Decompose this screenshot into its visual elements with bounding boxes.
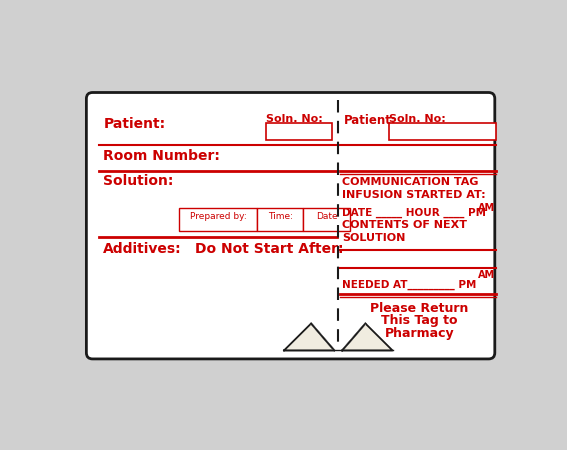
- Text: Patient:: Patient:: [103, 117, 166, 131]
- Text: Room Number:: Room Number:: [103, 149, 221, 163]
- Text: INFUSION STARTED AT:: INFUSION STARTED AT:: [342, 190, 486, 200]
- Bar: [388, 123, 496, 140]
- Text: Date: Date: [316, 212, 337, 221]
- Polygon shape: [284, 324, 335, 351]
- Text: Pharmacy: Pharmacy: [385, 327, 454, 340]
- Polygon shape: [311, 324, 335, 351]
- Text: Solution:: Solution:: [103, 174, 174, 188]
- Text: AM: AM: [479, 202, 496, 212]
- Bar: [179, 208, 257, 231]
- Text: Soln. No:: Soln. No:: [388, 114, 445, 124]
- Text: Do Not Start After:: Do Not Start After:: [195, 242, 344, 256]
- Text: CONTENTS OF NEXT: CONTENTS OF NEXT: [342, 220, 467, 230]
- Text: NEEDED AT_________ PM: NEEDED AT_________ PM: [342, 279, 476, 290]
- Text: Soln. No:: Soln. No:: [266, 114, 323, 124]
- Text: Time:: Time:: [268, 212, 293, 221]
- Bar: [257, 208, 303, 231]
- Text: This Tag to: This Tag to: [382, 314, 458, 327]
- Bar: [266, 123, 332, 140]
- Text: COMMUNICATION TAG: COMMUNICATION TAG: [342, 177, 479, 187]
- Text: AM: AM: [479, 270, 496, 279]
- Polygon shape: [342, 324, 392, 351]
- Text: DATE _____ HOUR ____ PM: DATE _____ HOUR ____ PM: [342, 208, 486, 218]
- Text: Please Return: Please Return: [370, 302, 469, 315]
- Text: SOLUTION: SOLUTION: [342, 234, 405, 243]
- Text: Additives:: Additives:: [103, 242, 182, 256]
- FancyBboxPatch shape: [86, 93, 495, 359]
- Text: Prepared by:: Prepared by:: [190, 212, 247, 221]
- Polygon shape: [342, 324, 365, 351]
- Bar: [303, 208, 350, 231]
- Text: Patient:: Patient:: [344, 114, 396, 127]
